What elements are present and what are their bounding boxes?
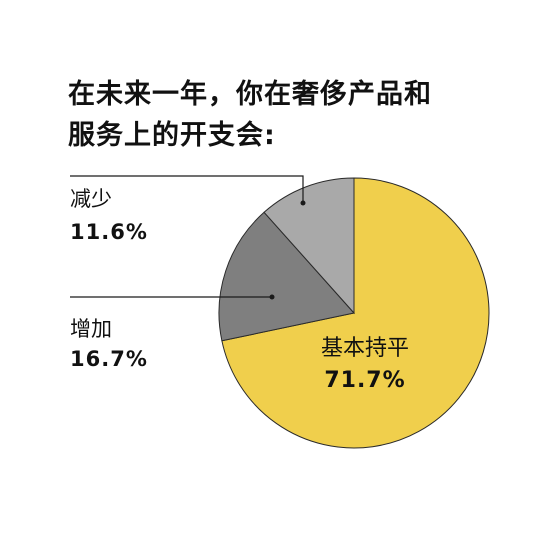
slice-decrease (263, 177, 355, 315)
decrease-leader-line (70, 175, 306, 206)
slice-increase (218, 211, 355, 342)
flat-value: 71.7% (324, 368, 406, 393)
slice-flat (221, 177, 490, 449)
decrease-label: 减少 (70, 187, 112, 211)
increase-leader-line (70, 294, 275, 300)
increase-label: 增加 (70, 317, 112, 341)
decrease-value: 11.6% (70, 220, 148, 244)
chart-title-line-2: 服务上的开支会: (68, 120, 276, 151)
increase-value: 16.7% (70, 347, 148, 371)
chart-title-line-1: 在未来一年，你在奢侈产品和 (68, 79, 432, 110)
flat-label: 基本持平 (320, 336, 409, 361)
